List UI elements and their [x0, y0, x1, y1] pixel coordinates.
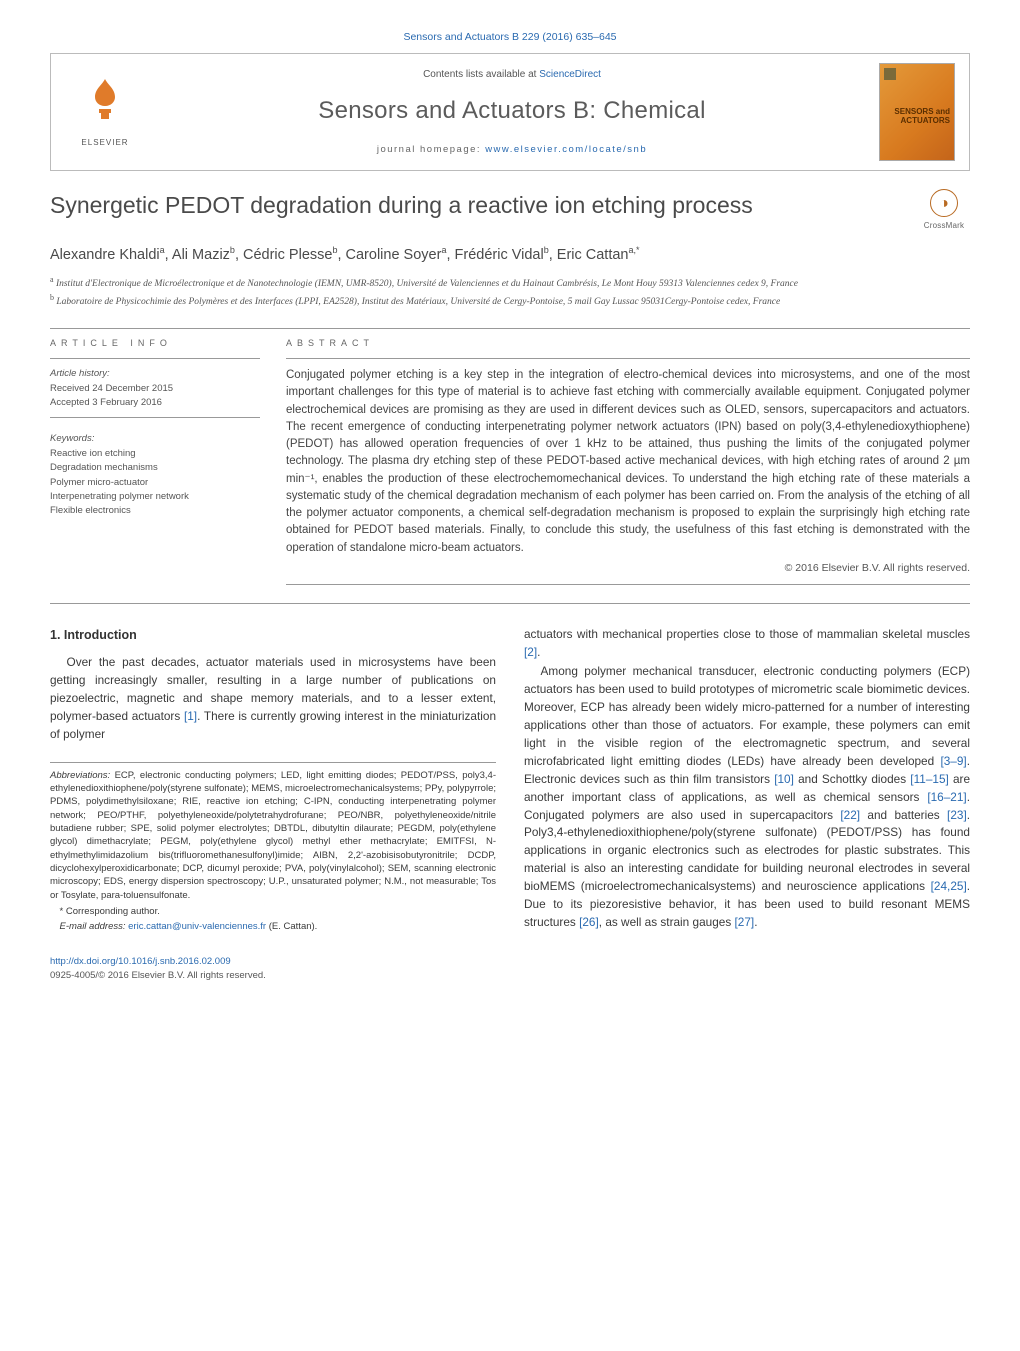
running-head: Sensors and Actuators B 229 (2016) 635–6… — [50, 30, 970, 45]
contents-prefix: Contents lists available at — [423, 69, 539, 80]
crossmark-label: CrossMark — [918, 220, 970, 232]
issn-copyright: 0925-4005/© 2016 Elsevier B.V. All right… — [50, 970, 266, 981]
corresponding-email-link[interactable]: eric.cattan@univ-valenciennes.fr — [128, 921, 266, 932]
divider — [286, 358, 970, 359]
abbreviations: Abbreviations: ECP, electronic conductin… — [50, 769, 496, 902]
abstract-heading: ABSTRACT — [286, 337, 970, 350]
doi-link[interactable]: http://dx.doi.org/10.1016/j.snb.2016.02.… — [50, 956, 231, 967]
journal-banner: ELSEVIER Contents lists available at Sci… — [50, 53, 970, 171]
keywords-heading: Keywords: — [50, 432, 260, 446]
corresponding-author: * Corresponding author. — [50, 905, 496, 918]
received-date: Received 24 December 2015 — [50, 382, 260, 396]
elsevier-tree-icon — [65, 75, 145, 135]
divider — [50, 417, 260, 418]
article-info-column: ARTICLE INFO Article history: Received 2… — [50, 337, 260, 593]
divider — [50, 358, 260, 359]
intro-paragraph-3: Among polymer mechanical transducer, ele… — [524, 663, 970, 932]
homepage-prefix: journal homepage: — [377, 144, 485, 155]
divider — [50, 328, 970, 329]
contents-line: Contents lists available at ScienceDirec… — [161, 68, 863, 83]
keywords-list: Reactive ion etchingDegradation mechanis… — [50, 447, 260, 518]
abbrev-body: ECP, electronic conducting polymers; LED… — [50, 770, 496, 901]
divider — [286, 584, 970, 585]
journal-homepage: journal homepage: www.elsevier.com/locat… — [161, 143, 863, 157]
cover-badge — [884, 68, 896, 80]
page-footer: http://dx.doi.org/10.1016/j.snb.2016.02.… — [50, 955, 970, 982]
abstract-column: ABSTRACT Conjugated polymer etching is a… — [286, 337, 970, 593]
abstract-text: Conjugated polymer etching is a key step… — [286, 367, 970, 557]
accepted-date: Accepted 3 February 2016 — [50, 396, 260, 410]
elsevier-label: ELSEVIER — [65, 137, 145, 149]
email-line: E-mail address: eric.cattan@univ-valenci… — [50, 920, 496, 933]
divider — [50, 603, 970, 604]
abbrev-head: Abbreviations: — [50, 770, 110, 781]
footnote-block: Abbreviations: ECP, electronic conductin… — [50, 762, 496, 934]
author-list: Alexandre Khaldia, Ali Mazizb, Cédric Pl… — [50, 244, 970, 266]
article-info-heading: ARTICLE INFO — [50, 337, 260, 350]
homepage-link[interactable]: www.elsevier.com/locate/snb — [485, 144, 647, 155]
intro-paragraph-1: Over the past decades, actuator material… — [50, 654, 496, 744]
email-suffix: (E. Cattan). — [266, 921, 317, 932]
journal-cover-thumb: SENSORS andACTUATORS — [879, 63, 955, 161]
history-heading: Article history: — [50, 367, 260, 381]
article-title: Synergetic PEDOT degradation during a re… — [50, 189, 918, 222]
email-label: E-mail address: — [60, 921, 129, 932]
sciencedirect-link[interactable]: ScienceDirect — [539, 69, 601, 80]
journal-name: Sensors and Actuators B: Chemical — [161, 94, 863, 129]
affiliation-list: a Institut d'Electronique de Microélectr… — [50, 274, 970, 310]
crossmark-icon: ◑ — [930, 189, 958, 217]
cover-text: SENSORS andACTUATORS — [894, 108, 950, 126]
section-heading-intro: 1. Introduction — [50, 626, 496, 644]
body-two-column: 1. Introduction Over the past decades, a… — [50, 626, 970, 933]
elsevier-logo: ELSEVIER — [65, 75, 145, 149]
intro-paragraph-2: actuators with mechanical properties clo… — [524, 626, 970, 662]
copyright-line: © 2016 Elsevier B.V. All rights reserved… — [286, 561, 970, 576]
crossmark-badge[interactable]: ◑ CrossMark — [918, 189, 970, 232]
